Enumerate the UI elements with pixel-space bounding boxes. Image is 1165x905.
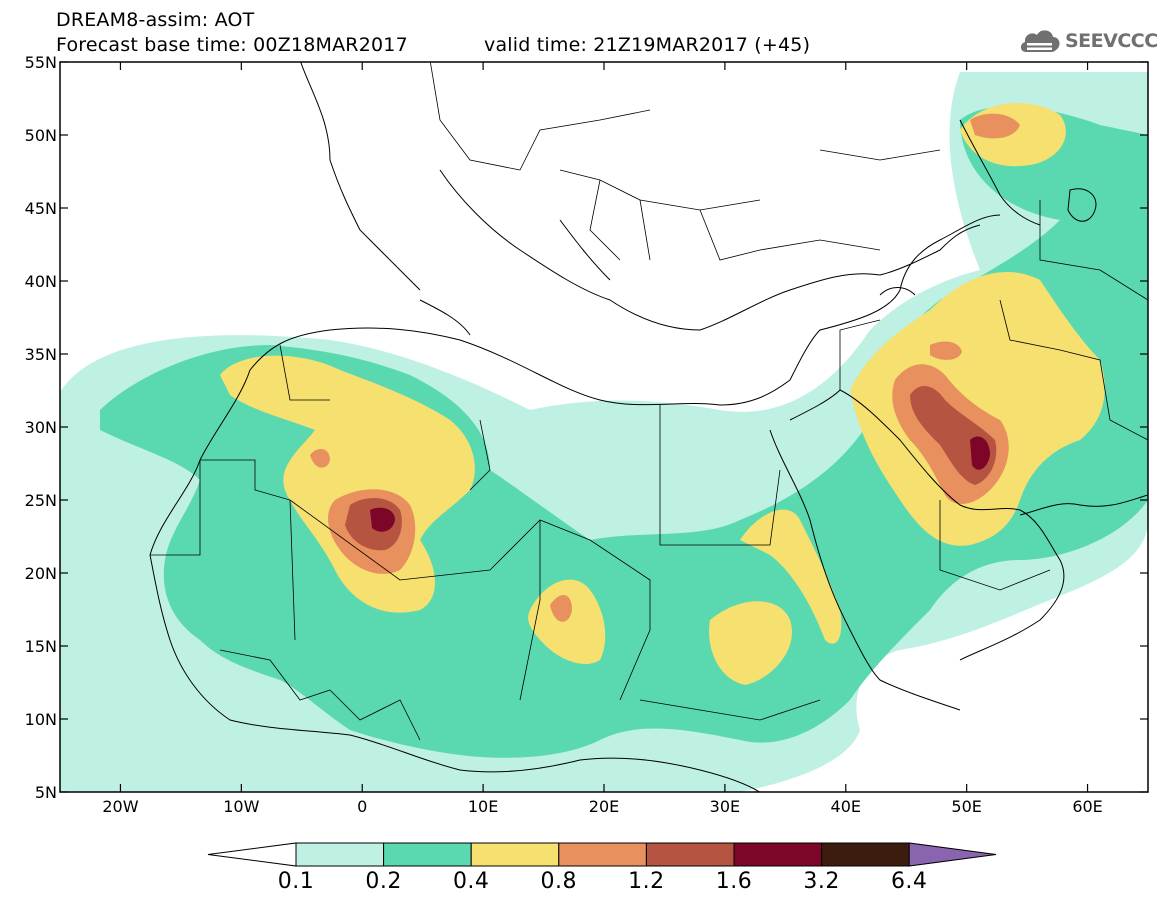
aot-colorbar (207, 842, 997, 867)
aot-shading (60, 72, 1148, 792)
lon-tick-label: 50E (951, 797, 981, 816)
colorbar-label: 1.2 (628, 869, 665, 894)
lat-tick-label: 45N (25, 199, 57, 218)
lon-tick-label: 10E (468, 797, 498, 816)
lon-tick-label: 40E (831, 797, 861, 816)
product-title: DREAM8-assim: AOT (56, 9, 255, 31)
lat-tick-label: 55N (25, 53, 57, 72)
lat-tick-label: 30N (25, 418, 57, 437)
colorbar-label: 0.4 (452, 869, 490, 894)
colorbar-segment (470, 842, 560, 867)
lon-tick-label: 10W (223, 797, 259, 816)
colorbar-label: 0.8 (540, 869, 578, 894)
lat-tick-label: 5N (35, 783, 57, 802)
colorbar-segment (383, 842, 472, 867)
lon-axis: 20W 10W 0 10E 20E 30E 40E 50E 60E (102, 62, 1103, 816)
lat-tick-label: 15N (25, 637, 57, 656)
country-borders (150, 62, 1148, 741)
lat-tick-label: 10N (25, 710, 57, 729)
lon-tick-label: 20W (102, 797, 138, 816)
lon-tick-label: 30E (710, 797, 740, 816)
colorbar-label: 1.6 (715, 869, 753, 894)
coastlines (149, 62, 1148, 792)
seevccc-logo: SEEVCCC (1018, 26, 1158, 56)
lat-tick-label: 20N (25, 564, 57, 583)
colorbar-segment (295, 842, 385, 867)
lat-tick-label: 35N (25, 345, 57, 364)
colorbar-label: 0.1 (277, 869, 315, 894)
cloud-icon (1020, 30, 1060, 52)
forecast-valid-time: valid time: 21Z19MAR2017 (+45) (484, 34, 811, 56)
forecast-base-time: Forecast base time: 00Z18MAR2017 (56, 34, 408, 56)
colorbar-segment (558, 842, 647, 867)
lon-tick-label: 60E (1072, 797, 1102, 816)
lat-tick-label: 25N (25, 491, 57, 510)
colorbar-under-arrow (207, 842, 297, 867)
aot-band-1.6 (370, 436, 990, 532)
lat-tick-label: 40N (25, 272, 57, 291)
logo-text: SEEVCCC (1065, 30, 1158, 52)
colorbar-label: 0.2 (365, 869, 402, 894)
colorbar-segment (645, 842, 735, 867)
colorbar-label: 3.2 (803, 869, 840, 894)
lat-tick-label: 50N (25, 126, 57, 145)
lat-axis: 55N 50N 45N 40N 35N 30N 25N 20N 15N 10N 5N (25, 53, 1148, 802)
lon-tick-label: 20E (589, 797, 619, 816)
colorbar-label: 6.4 (890, 869, 928, 894)
colorbar-segment (733, 842, 823, 867)
colorbar-over-arrow (908, 842, 997, 867)
colorbar-segment (821, 842, 910, 867)
lon-tick-label: 0 (357, 797, 367, 816)
